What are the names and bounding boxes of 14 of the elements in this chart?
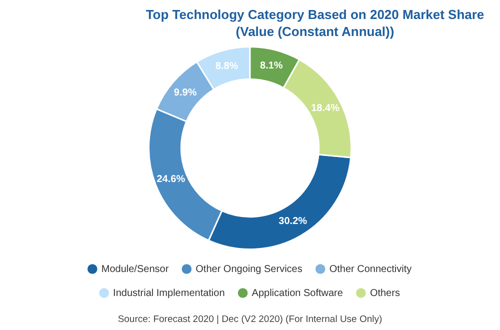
data-label: 8.1%: [260, 60, 283, 72]
data-label: 9.9%: [174, 88, 197, 99]
legend-label: Module/Sensor: [101, 264, 170, 275]
chart-title: Top Technology Category Based on 2020 Market Share (Value (Constant Annual)): [144, 6, 486, 40]
source-note: Source: Forecast 2020 | Dec (V2 2020) (For Internal Use Only): [116, 314, 384, 325]
data-label: 8.8%: [215, 60, 238, 72]
data-label: 18.4%: [311, 103, 340, 114]
legend-label: Other Connectivity: [329, 264, 412, 275]
legend-label: Other Ongoing Services: [196, 264, 302, 275]
data-label: 30.2%: [278, 216, 308, 228]
legend-label: Industrial Implementation: [113, 288, 225, 299]
legend-label: Others: [370, 288, 400, 299]
legend-label: Application Software: [252, 288, 344, 299]
data-label: 24.6%: [156, 174, 186, 186]
